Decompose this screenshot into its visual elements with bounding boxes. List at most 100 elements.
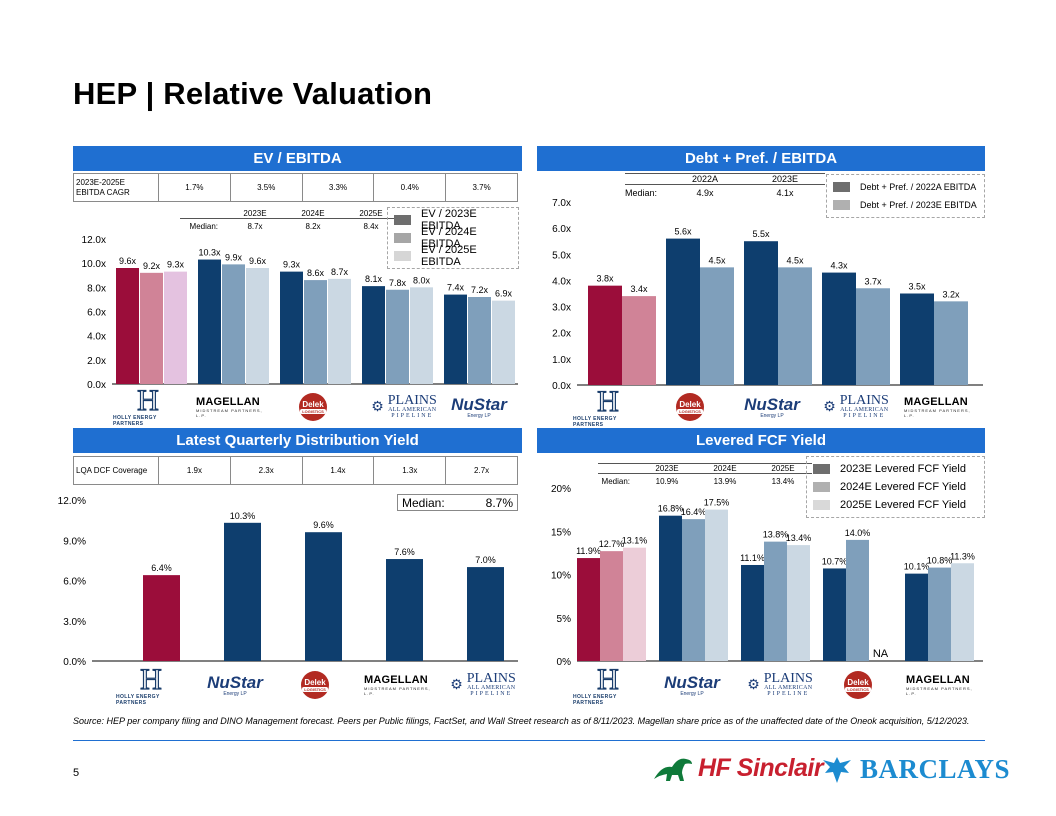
data-label: 16.4%: [681, 507, 707, 517]
cagr-value: 1.7%: [159, 174, 231, 201]
y-tick-label: 0.0%: [63, 657, 86, 668]
y-tick-label: 9.0%: [63, 536, 86, 547]
bar: [467, 567, 504, 661]
footer-divider: [73, 740, 985, 741]
bar: [700, 267, 734, 385]
bar: [682, 519, 705, 661]
page-title: HEP | Relative Valuation: [73, 76, 433, 111]
nustar-logo: NuStar Energy LP: [744, 394, 800, 419]
y-tick-label: 4.0x: [87, 332, 106, 343]
holly-energy-logo: H HOLLY ENERGY PARTNERS: [573, 385, 619, 428]
y-tick-label: 3.0%: [63, 617, 86, 628]
delek-logo: Delek LOGISTICS: [844, 671, 872, 699]
delek-logo: Delek LOGISTICS: [301, 671, 329, 699]
bar: [787, 545, 810, 661]
legend-swatch: [394, 251, 411, 261]
y-tick-label: 2.0x: [87, 356, 106, 367]
legend-item: EV / 2024E EBITDA: [394, 226, 512, 250]
median-label: Median:: [601, 477, 630, 486]
data-label: 9.6x: [119, 256, 137, 266]
median-header: 2025E: [771, 464, 795, 473]
data-label: 13.1%: [622, 536, 648, 546]
plains-logo: ⚙ PLAINS ALL AMERICAN PIPELINE: [450, 670, 516, 697]
data-label: 5.5x: [752, 229, 770, 239]
median-value: 4.1x: [776, 188, 794, 198]
data-label: 9.3x: [283, 260, 301, 270]
coverage-value: 2.3x: [231, 457, 303, 484]
data-label: 4.3x: [830, 261, 848, 271]
legend-swatch: [833, 200, 850, 210]
eagle-icon: [823, 756, 851, 783]
page-number: 5: [73, 767, 80, 779]
levered-fcf-chart: 0% 5% 10% 15% 20% 11.9%12.7%13.1% 16.8%16.4%17…: [551, 484, 983, 668]
data-label: 3.8x: [596, 274, 614, 284]
bar: [744, 241, 778, 385]
dinosaur-icon: [654, 758, 692, 781]
median-header: 2023E: [243, 209, 267, 218]
bar: [905, 573, 928, 661]
median-label: Median:: [189, 222, 218, 231]
median-value: 8.7x: [247, 222, 263, 231]
y-tick-label: 0.0x: [87, 380, 106, 391]
bar: [222, 264, 245, 384]
bar: [164, 271, 187, 384]
plains-logo: ⚙ PLAINS ALL AMERICAN PIPELINE: [747, 670, 813, 697]
coverage-value: 1.3x: [374, 457, 447, 484]
legend-item: EV / 2023E EBITDA: [394, 208, 512, 232]
y-tick-label: 10%: [551, 571, 571, 582]
legend-swatch: [394, 233, 411, 243]
bar: [600, 551, 623, 661]
y-tick-label: 6.0x: [87, 308, 106, 319]
median-label: Median:: [402, 495, 445, 510]
y-tick-label: 0%: [557, 657, 572, 668]
y-tick-label: 2.0x: [552, 329, 571, 340]
median-header: 2023E: [655, 464, 679, 473]
barclays-logo: BARCLAYS: [820, 754, 1010, 785]
median-header: 2023E: [771, 174, 799, 184]
data-label: 10.8%: [927, 556, 953, 566]
data-label: 3.7x: [864, 276, 882, 286]
bar: [778, 267, 812, 385]
coverage-value: 1.4x: [303, 457, 375, 484]
coverage-value: 1.9x: [159, 457, 231, 484]
magellan-logo: MAGELLAN MIDSTREAM PARTNERS, L.P.: [364, 674, 431, 696]
legend-swatch: [813, 482, 830, 492]
y-tick-label: 0.0x: [552, 381, 571, 392]
ebitda-cagr-table: 2023E-2025E EBITDA CAGR 1.7% 3.5% 3.3% 0…: [73, 173, 518, 202]
ev-median-table: 2023E 2024E 2025E Median: 8.7x 8.2x 8.4x: [180, 209, 400, 231]
y-tick-label: 15%: [551, 527, 571, 538]
bar: [856, 288, 890, 385]
data-label: 4.5x: [786, 255, 804, 265]
data-label: 3.5x: [908, 282, 926, 292]
cagr-label: 2023E-2025E EBITDA CAGR: [74, 174, 159, 201]
y-tick-label: 1.0x: [552, 355, 571, 366]
bar: [823, 568, 846, 661]
nustar-logo: NuStar Energy LP: [664, 672, 720, 697]
bar: [492, 300, 515, 384]
data-label: 7.0%: [475, 555, 496, 565]
ev-legend: EV / 2023E EBITDA EV / 2024E EBITDA EV /…: [387, 207, 519, 269]
bar: [468, 297, 491, 384]
source-footnote: Source: HEP per company filing and DINO …: [73, 716, 970, 726]
y-tick-label: 4.0x: [552, 276, 571, 287]
bar: [246, 268, 269, 384]
median-value: 13.9%: [713, 477, 737, 486]
plains-logo: ⚙ PLAINS ALL AMERICAN PIPELINE: [371, 392, 437, 419]
median-header: 2024E: [301, 209, 325, 218]
bar: [280, 271, 303, 384]
pipeline-icon: ⚙: [823, 397, 836, 414]
cagr-value: 3.7%: [472, 183, 491, 192]
data-label: 16.8%: [658, 504, 684, 514]
bar: [951, 563, 974, 661]
data-label: 9.2x: [143, 261, 161, 271]
debt-ebitda-chart: 0.0x 1.0x 2.0x 3.0x 4.0x 5.0x 6.0x 7.0x 3.8x 3.4x…: [552, 198, 983, 392]
legend-item: 2025E Levered FCF Yield: [813, 496, 978, 514]
data-label: 10.3x: [198, 248, 221, 258]
data-label: 17.5%: [704, 498, 730, 508]
data-label: 11.3%: [950, 551, 975, 561]
fcf-legend: 2023E Levered FCF Yield 2024E Levered FC…: [806, 456, 985, 518]
coverage-value: 2.7x: [474, 466, 490, 475]
legend-item: Debt + Pref. / 2022A EBITDA: [833, 178, 978, 196]
legend-swatch: [813, 464, 830, 474]
pipeline-icon: ⚙: [371, 397, 384, 414]
